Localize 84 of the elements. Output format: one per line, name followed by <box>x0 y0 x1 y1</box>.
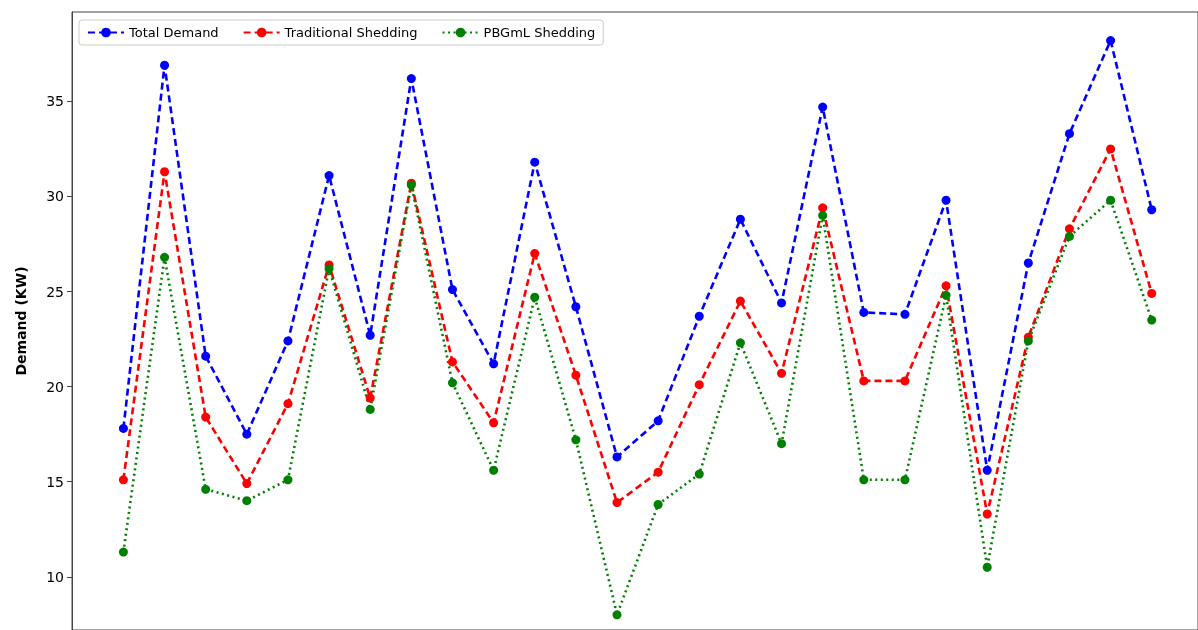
point <box>941 290 951 300</box>
point <box>653 500 663 509</box>
point <box>735 214 745 224</box>
point <box>365 404 375 414</box>
y-tick-label: 30 <box>46 188 64 205</box>
point <box>612 498 622 508</box>
legend-label: PBGmL Shedding <box>483 25 596 40</box>
point <box>1023 336 1033 346</box>
legend-label: Traditional Shedding <box>283 25 418 40</box>
point <box>530 292 540 302</box>
point <box>242 479 252 489</box>
point <box>735 296 745 306</box>
point <box>1064 224 1074 234</box>
point <box>777 368 787 378</box>
point <box>118 475 128 485</box>
point <box>900 309 910 319</box>
point <box>283 475 293 485</box>
legend-label: Total Demand <box>128 25 219 40</box>
point <box>324 264 334 274</box>
point <box>365 393 375 403</box>
point <box>530 157 540 167</box>
point <box>612 610 622 620</box>
y-tick-label: 35 <box>46 93 64 110</box>
y-tick-label: 20 <box>46 378 64 395</box>
point <box>982 562 992 572</box>
point <box>160 167 170 177</box>
point <box>571 370 581 380</box>
point <box>447 285 457 295</box>
point <box>694 380 704 390</box>
point <box>118 423 128 433</box>
point <box>160 252 170 262</box>
point <box>1106 144 1116 154</box>
point <box>900 475 910 485</box>
point <box>1064 231 1074 241</box>
y-tick-label: 15 <box>46 473 64 490</box>
point <box>201 412 211 422</box>
point <box>859 376 869 386</box>
point <box>777 298 787 308</box>
point <box>324 171 334 181</box>
point <box>447 357 457 367</box>
point <box>489 465 499 475</box>
point <box>1147 288 1157 298</box>
point <box>941 195 951 205</box>
point <box>818 203 828 213</box>
point <box>283 336 293 346</box>
point <box>1106 36 1116 46</box>
point <box>447 378 457 388</box>
point <box>365 330 375 340</box>
point <box>1147 205 1157 215</box>
point <box>653 467 663 477</box>
point <box>1064 129 1074 139</box>
point <box>406 74 416 84</box>
y-tick-label: 10 <box>46 568 64 585</box>
point <box>242 496 252 506</box>
point <box>612 452 622 462</box>
point <box>489 418 499 428</box>
point <box>201 351 211 361</box>
point <box>694 311 704 321</box>
point <box>1023 258 1033 268</box>
point <box>160 60 170 70</box>
point <box>777 439 787 449</box>
point <box>941 281 951 291</box>
point <box>859 307 869 317</box>
point <box>818 102 828 112</box>
point <box>653 416 663 426</box>
point <box>1147 315 1157 325</box>
point <box>489 359 499 369</box>
point <box>242 429 252 439</box>
point <box>118 547 128 557</box>
point <box>201 484 211 494</box>
point <box>735 338 745 348</box>
point <box>530 249 540 258</box>
point <box>982 509 992 519</box>
point <box>900 376 910 386</box>
y-tick-label: 25 <box>46 283 64 300</box>
point <box>982 465 992 475</box>
point <box>1106 195 1116 205</box>
point <box>818 210 828 220</box>
point <box>694 469 704 479</box>
point <box>859 475 869 485</box>
point <box>571 435 581 445</box>
point <box>571 302 581 312</box>
y-axis-title: Demand (KW) <box>13 266 29 376</box>
point <box>283 399 293 409</box>
